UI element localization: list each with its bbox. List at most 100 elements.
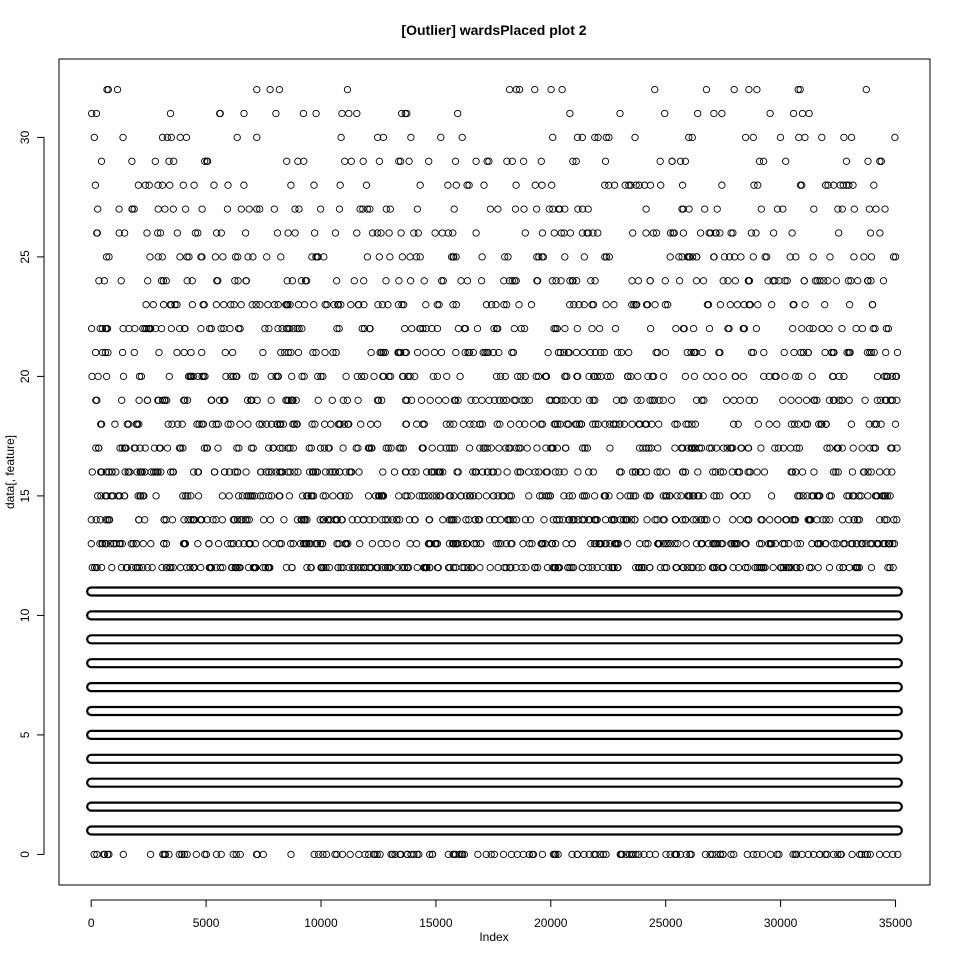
data-point: [310, 181, 318, 189]
data-point: [584, 468, 593, 476]
data-point: [125, 420, 133, 428]
data-point: [359, 157, 367, 165]
data-point: [538, 850, 547, 859]
data-point: [166, 109, 175, 118]
data-point: [445, 492, 453, 500]
data-point: [96, 516, 105, 524]
data-point: [502, 540, 510, 548]
data-point: [620, 396, 628, 404]
data-point: [815, 492, 823, 500]
data-point: [443, 372, 451, 381]
data-point: [533, 277, 541, 285]
data-point: [485, 516, 494, 524]
data-point: [608, 563, 617, 572]
data-point: [276, 420, 284, 428]
data-point: [867, 563, 876, 572]
data-point: [397, 229, 405, 237]
data-point: [291, 205, 299, 213]
data-point: [453, 540, 461, 548]
data-point: [754, 420, 762, 428]
data-point: [829, 468, 838, 476]
data-point: [376, 850, 384, 859]
data-point: [635, 444, 644, 452]
data-point: [121, 444, 129, 452]
data-point: [838, 324, 846, 333]
data-point: [236, 850, 244, 859]
data-point: [335, 468, 344, 476]
data-point: [716, 492, 724, 500]
data-point: [599, 563, 607, 572]
data-point: [668, 396, 676, 404]
data-point: [577, 420, 586, 428]
data-point: [729, 444, 737, 452]
data-point: [178, 420, 186, 428]
data-point: [88, 109, 96, 118]
data-point: [354, 396, 362, 404]
data-point: [852, 540, 861, 548]
data-point: [327, 420, 335, 428]
data-point: [275, 85, 284, 94]
data-point: [219, 563, 227, 572]
data-point: [211, 253, 220, 261]
data-point: [268, 468, 276, 476]
data-point: [334, 563, 342, 572]
data-point: [92, 396, 100, 404]
data-point: [505, 277, 514, 285]
data-point: [750, 181, 758, 189]
data-point: [384, 301, 392, 309]
data-point: [159, 301, 168, 309]
data-point: [867, 253, 876, 261]
data-point: [367, 420, 375, 428]
data-point: [365, 324, 374, 333]
data-point: [297, 516, 305, 524]
data-point: [712, 492, 721, 500]
data-point: [312, 348, 320, 357]
data-point: [734, 420, 742, 428]
data-point: [207, 396, 215, 404]
data-point: [645, 850, 654, 859]
data-point: [197, 516, 206, 524]
data-point: [798, 324, 806, 333]
data-point: [589, 229, 597, 237]
data-point: [298, 324, 306, 333]
data-point: [182, 492, 190, 500]
data-point: [359, 563, 368, 572]
data-point: [234, 492, 243, 500]
data-point: [789, 850, 797, 859]
data-point: [642, 444, 651, 452]
x-axis: 0 5000 10000 15000 20000 25000 30000 35000: [88, 899, 913, 930]
data-point: [554, 348, 563, 357]
data-point: [285, 396, 293, 404]
data-point: [360, 516, 368, 524]
data-point: [337, 301, 345, 309]
data-point: [509, 348, 518, 357]
data-point: [253, 396, 261, 404]
data-point: [437, 348, 446, 357]
data-point: [482, 301, 491, 309]
data-point: [392, 540, 401, 548]
data-point: [810, 205, 818, 213]
data-point: [227, 420, 235, 428]
data-point: [818, 133, 826, 142]
data-point: [316, 205, 325, 213]
data-point: [791, 372, 800, 381]
data-point: [640, 181, 649, 189]
data-point: [688, 420, 696, 428]
data-point: [187, 516, 195, 524]
data-point: [709, 540, 717, 548]
data-point: [180, 516, 188, 524]
data-point: [312, 109, 320, 118]
data-point: [136, 444, 144, 452]
dense-point-band: [86, 825, 903, 836]
data-point: [181, 540, 189, 548]
data-point: [865, 205, 874, 213]
data-point: [694, 468, 702, 476]
data-point: [507, 540, 515, 548]
data-point: [483, 444, 492, 452]
data-point: [849, 444, 857, 452]
data-point: [758, 850, 767, 859]
data-point: [315, 850, 323, 859]
data-point: [472, 540, 480, 548]
data-point: [793, 563, 801, 572]
data-point: [217, 324, 225, 333]
